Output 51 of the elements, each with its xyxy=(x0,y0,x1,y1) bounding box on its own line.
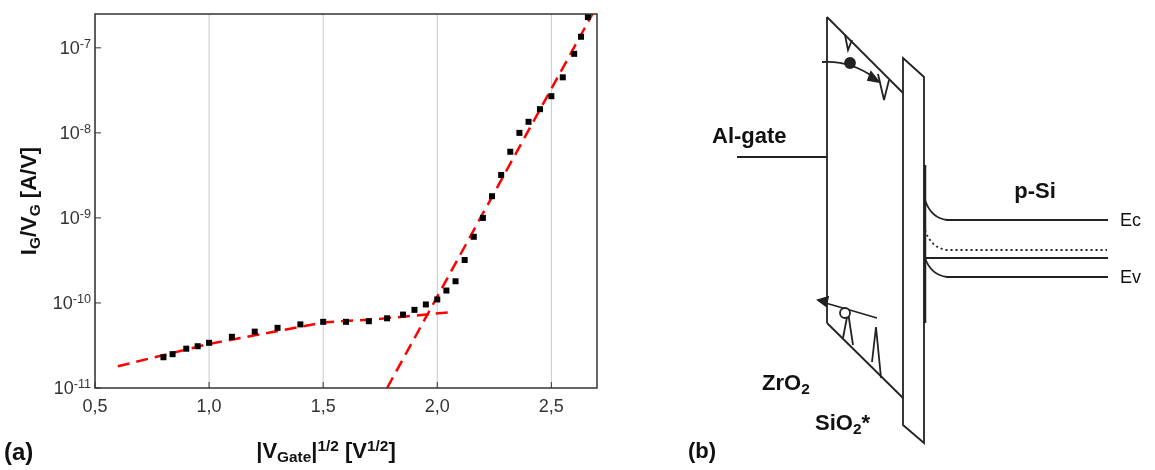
point xyxy=(183,345,190,352)
point xyxy=(461,257,468,263)
point xyxy=(365,318,372,325)
y-tick-label: 10$^{-8}$ xyxy=(59,122,91,143)
x-tick-label: 2,5 xyxy=(538,396,564,416)
text: Al-gate xyxy=(712,123,787,148)
text: Ev xyxy=(1120,267,1142,287)
point xyxy=(343,318,349,325)
point xyxy=(516,129,523,136)
x-tick-label: 0,5 xyxy=(82,396,108,416)
point xyxy=(274,324,281,331)
point xyxy=(578,33,585,40)
point xyxy=(452,278,459,285)
x-axis-title: |V$_{Gate}$|$^{1/2}$ [V$^{1/2}$] xyxy=(256,437,396,465)
point xyxy=(536,106,543,113)
point xyxy=(422,301,429,308)
point xyxy=(470,233,477,240)
text: (a) xyxy=(4,438,34,465)
text: (b) xyxy=(688,438,717,463)
x-tick-label: 1,0 xyxy=(196,396,222,416)
y-tick-label: 10$^{-9}$ xyxy=(59,207,91,228)
y-tick-label: 10$^{-10}$ xyxy=(52,292,91,313)
x-tick-label: 2,0 xyxy=(424,396,450,416)
point xyxy=(559,74,566,81)
y-tick-label: 10$^{-7}$ xyxy=(59,37,91,58)
text: ZrO$_{2}$ xyxy=(762,370,810,397)
point xyxy=(206,339,213,346)
point xyxy=(194,343,201,350)
point xyxy=(400,311,407,318)
x-tick-label: 1,5 xyxy=(310,396,336,416)
point xyxy=(498,171,505,178)
point xyxy=(411,306,418,313)
point xyxy=(507,148,514,155)
point xyxy=(384,315,391,322)
point xyxy=(525,118,532,125)
point xyxy=(571,50,578,57)
point xyxy=(548,93,555,100)
point xyxy=(297,321,304,328)
point xyxy=(169,351,176,358)
text: p-Si xyxy=(1014,178,1056,203)
point xyxy=(479,214,486,221)
point xyxy=(228,333,235,340)
text: SiO$_{2}$* xyxy=(815,410,871,437)
point xyxy=(160,354,167,361)
text: Ec xyxy=(1120,210,1142,230)
point xyxy=(443,287,450,294)
point xyxy=(489,193,496,200)
point xyxy=(434,296,441,303)
point xyxy=(251,328,258,335)
y-tick-label: 10$^{-11}$ xyxy=(53,377,91,398)
point xyxy=(320,318,327,325)
